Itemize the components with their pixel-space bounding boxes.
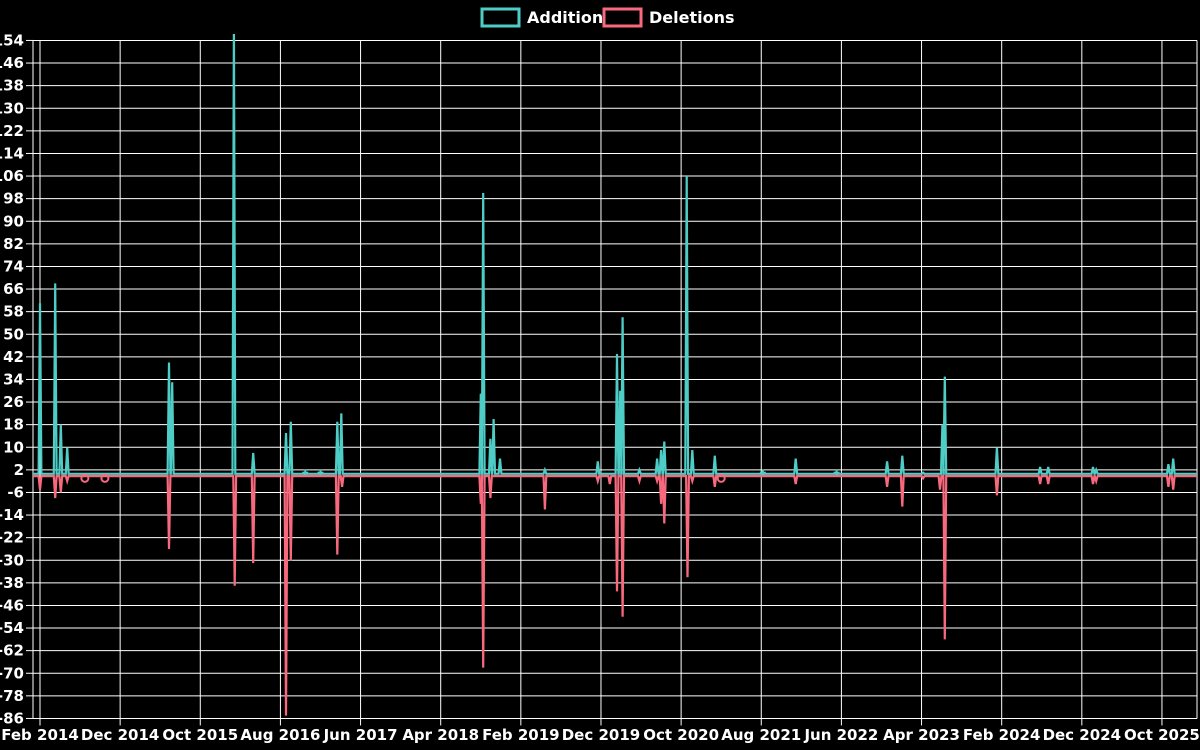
deletions-point-marker xyxy=(80,473,90,483)
y-tick-label: -86 xyxy=(0,709,24,727)
y-tick-label: 42 xyxy=(3,348,24,366)
y-tick-label: -38 xyxy=(0,574,24,592)
x-tick-label: Apr 2018 xyxy=(402,726,479,744)
y-tick-label: 2 xyxy=(14,461,24,479)
axis-ticks xyxy=(26,39,1163,726)
y-tick-label: 34 xyxy=(3,370,24,388)
y-tick-label: 114 xyxy=(0,144,24,162)
legend-item-additions[interactable]: Additions xyxy=(480,7,613,28)
x-tick-label: Feb 2014 xyxy=(1,726,79,744)
grid-lines xyxy=(33,39,1197,719)
y-tick-label: 58 xyxy=(3,303,24,321)
x-tick-label: Aug 2016 xyxy=(240,726,320,744)
x-tick-label: Feb 2019 xyxy=(482,726,560,744)
y-tick-label: 74 xyxy=(3,257,24,275)
additions-series xyxy=(33,34,1197,476)
y-tick-label: 98 xyxy=(3,190,24,208)
y-axis-labels: 154 146 138 130 122 114 106 98 90 82 74 66 58 50 42 34 2… xyxy=(0,31,24,727)
legend-swatch-additions xyxy=(480,7,521,28)
legend-label-deletions: Deletions xyxy=(649,8,735,27)
x-tick-label: Feb 2024 xyxy=(963,726,1041,744)
y-tick-label: 50 xyxy=(3,325,24,343)
x-tick-label: Aug 2021 xyxy=(721,726,801,744)
y-tick-label: 10 xyxy=(3,438,24,456)
y-tick-label: 66 xyxy=(3,280,24,298)
x-tick-label: Dec 2019 xyxy=(562,726,641,744)
legend-item-deletions[interactable]: Deletions xyxy=(602,7,735,28)
y-tick-label: 146 xyxy=(0,54,24,72)
y-tick-label: 138 xyxy=(0,77,24,95)
y-tick-label: -30 xyxy=(0,551,24,569)
y-tick-label: -6 xyxy=(7,483,24,501)
y-tick-label: 82 xyxy=(3,235,24,253)
y-tick-label: -14 xyxy=(0,506,24,524)
deletions-point-marker xyxy=(716,473,726,483)
x-axis-labels: Feb 2014 Dec 2014 Oct 2015 Aug 2016 Jun 2017… xyxy=(1,726,1200,744)
y-tick-label: -54 xyxy=(0,619,24,637)
y-tick-label: 90 xyxy=(3,212,24,230)
x-tick-label: Dec 2014 xyxy=(81,726,160,744)
legend-swatch-deletions xyxy=(602,7,643,28)
deletions-series xyxy=(33,473,1197,716)
y-tick-label: -70 xyxy=(0,664,24,682)
additions-line xyxy=(33,34,1197,475)
x-tick-label: Dec 2024 xyxy=(1043,726,1122,744)
y-tick-label: 106 xyxy=(0,167,24,185)
y-tick-label: -78 xyxy=(0,687,24,705)
x-tick-label: Oct 2025 xyxy=(1124,726,1200,744)
y-tick-label: 18 xyxy=(3,416,24,434)
deletions-point-marker xyxy=(100,473,110,483)
y-tick-label: 154 xyxy=(0,31,24,49)
y-tick-label: 26 xyxy=(3,393,24,411)
y-tick-label: -22 xyxy=(0,529,24,547)
y-tick-label: 122 xyxy=(0,122,24,140)
y-tick-label: -62 xyxy=(0,642,24,660)
legend-label-additions: Additions xyxy=(527,8,613,27)
y-tick-label: -46 xyxy=(0,596,24,614)
x-tick-label: Oct 2015 xyxy=(162,726,238,744)
deletions-line xyxy=(33,475,1197,716)
x-tick-label: Oct 2020 xyxy=(643,726,719,744)
x-tick-label: Apr 2023 xyxy=(883,726,960,744)
x-tick-label: Jun 2017 xyxy=(323,726,398,744)
legend: Additions Deletions xyxy=(480,7,735,28)
x-tick-label: Jun 2022 xyxy=(803,726,878,744)
y-tick-label: 130 xyxy=(0,99,24,117)
